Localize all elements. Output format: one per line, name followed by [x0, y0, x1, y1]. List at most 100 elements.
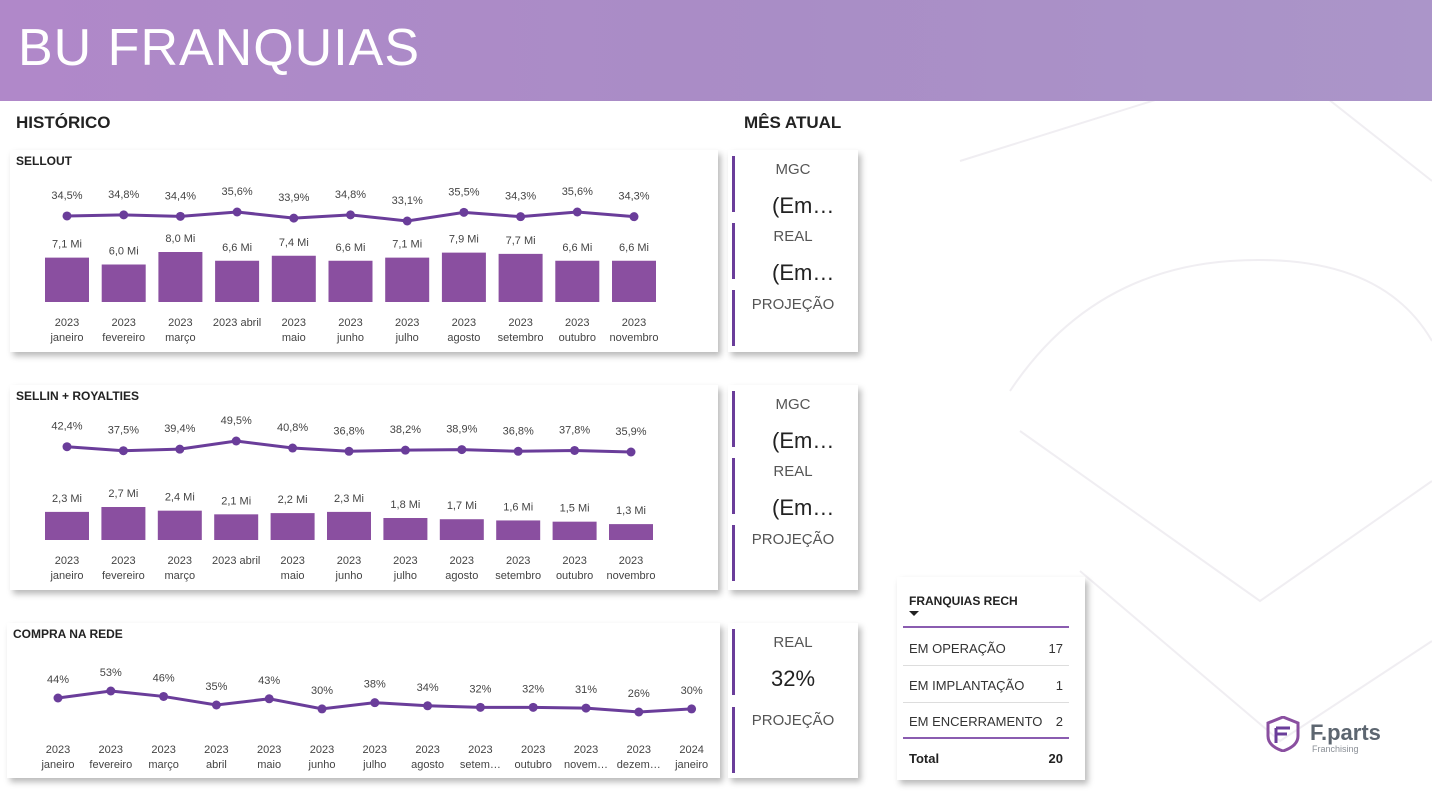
line-data-label: 33,1%	[392, 195, 423, 207]
x-tick-label: janeiro	[674, 759, 708, 771]
mgc-indicator-bar	[732, 391, 735, 447]
bar	[270, 513, 315, 540]
x-tick-label: 2023	[363, 744, 387, 756]
fparts-shield-icon	[1266, 716, 1300, 752]
x-tick-label: 2023 abril	[213, 317, 261, 329]
line-point	[288, 443, 298, 453]
bar	[327, 511, 371, 540]
x-tick-label: 2023	[562, 555, 586, 567]
line-data-label: 42,4%	[51, 421, 82, 433]
x-tick-label: novembro	[610, 332, 659, 344]
x-tick-label: março	[165, 570, 196, 582]
line-data-label: 37,8%	[559, 424, 590, 436]
sort-desc-icon[interactable]	[909, 611, 919, 616]
x-tick-label: janeiro	[49, 332, 83, 344]
bar-data-label: 6,0 Mi	[109, 246, 139, 258]
line-point	[528, 702, 538, 712]
sellout-chart-card[interactable]: SELLOUT 34,5% 34,8% 34,4% 35,6% 33,9% 34,8% 33…	[10, 150, 718, 352]
real-indicator-bar	[732, 223, 735, 279]
real-indicator-bar	[732, 458, 735, 514]
x-tick-label: maio	[282, 332, 306, 344]
compra-chart-title: COMPRA NA REDE	[13, 627, 123, 641]
bar	[552, 521, 597, 540]
line-data-label: 38%	[364, 679, 386, 691]
line-data-label: 34,8%	[335, 189, 366, 201]
compra-chart-card[interactable]: COMPRA NA REDE 44% 2023 janeiro 53% 2023 feve…	[7, 623, 720, 778]
line-data-label: 43%	[258, 675, 280, 687]
x-tick-label: outubro	[559, 332, 596, 344]
line-data-label: 34,3%	[505, 191, 536, 203]
x-tick-label: 2023	[415, 744, 439, 756]
line-data-label: 26%	[628, 688, 650, 700]
compra-kpi-card[interactable]: REAL 32% PROJEÇÃO	[728, 623, 858, 778]
line-data-label: 39,4%	[164, 423, 195, 435]
table-row[interactable]: EM ENCERRAMENTO 2	[903, 702, 1069, 738]
line-point	[513, 446, 523, 456]
x-tick-label: janeiro	[40, 759, 74, 771]
line-data-label: 31%	[575, 684, 597, 696]
bar	[496, 520, 541, 540]
line-point	[346, 210, 355, 220]
x-tick-label: 2024	[679, 744, 703, 756]
line-data-label: 35%	[205, 681, 227, 693]
bar-data-label: 1,7 Mi	[447, 500, 477, 512]
line-point	[62, 211, 72, 221]
table-row[interactable]: EM IMPLANTAÇÃO 1	[903, 666, 1069, 703]
projecao-indicator-bar	[732, 290, 735, 346]
bar-data-label: 7,1 Mi	[52, 239, 82, 251]
bar-data-label: 2,2 Mi	[278, 494, 308, 506]
line-data-label: 40,8%	[277, 422, 308, 434]
line-point	[516, 212, 526, 222]
bar-data-label: 1,3 Mi	[616, 505, 646, 517]
sellout-chart: 34,5% 34,8% 34,4% 35,6% 33,9% 34,8% 33,1% 35,5%…	[45, 186, 659, 344]
line-data-label: 36,8%	[503, 425, 534, 437]
x-tick-label: fevereiro	[102, 332, 145, 344]
row-value: 1	[1055, 678, 1063, 693]
line-point	[629, 212, 639, 222]
sellin-chart-card[interactable]: SELLIN + ROYALTIES 42,4% 37,5% 39,4% 49,5% 4…	[10, 385, 718, 590]
sellin-chart: 42,4% 37,5% 39,4% 49,5% 40,8% 36,8% 38,2% 38,9%…	[45, 415, 655, 582]
line-point	[289, 213, 299, 223]
real-value: (Em…	[772, 260, 835, 285]
x-tick-label: 2023	[280, 555, 304, 567]
line-point	[175, 444, 185, 454]
row-name: EM IMPLANTAÇÃO	[909, 678, 1025, 693]
sellin-kpi-card[interactable]: MGC (Em… REAL (Em… PROJEÇÃO	[728, 385, 858, 590]
line-data-label: 34,3%	[618, 191, 649, 203]
line-point	[118, 446, 128, 456]
x-tick-label: 2023	[55, 555, 79, 567]
bar	[441, 252, 486, 302]
bar-data-label: 1,8 Mi	[390, 499, 420, 511]
row-name: EM OPERAÇÃO	[909, 641, 1006, 656]
projecao-label: PROJEÇÃO	[751, 712, 835, 729]
franquias-table-header[interactable]: FRANQUIAS RECH	[909, 594, 1018, 608]
table-row[interactable]: EM OPERAÇÃO 17	[903, 629, 1069, 666]
line-data-label: 36,8%	[333, 425, 364, 437]
x-tick-label: setembro	[495, 570, 541, 582]
bar	[215, 260, 260, 302]
real-value: 32%	[770, 666, 816, 691]
x-tick-label: 2023	[99, 744, 123, 756]
sellout-kpi-card[interactable]: MGC (Em… REAL (Em… PROJEÇÃO	[728, 150, 858, 352]
bar-data-label: 7,1 Mi	[392, 239, 422, 251]
x-tick-label: março	[165, 332, 196, 344]
x-tick-label: 2023	[257, 744, 281, 756]
x-tick-label: outubro	[556, 570, 593, 582]
x-tick-label: maio	[257, 759, 281, 771]
historico-title: HISTÓRICO	[16, 113, 111, 132]
total-divider	[903, 737, 1069, 739]
franquias-table[interactable]: FRANQUIAS RECH EM OPERAÇÃO 17 EM IMPLANT…	[897, 577, 1085, 780]
line-point	[457, 445, 467, 455]
line-point	[119, 210, 129, 220]
sellout-chart-title: SELLOUT	[16, 154, 72, 168]
line-point	[159, 691, 169, 701]
line-point	[634, 707, 644, 717]
line-data-label: 34,8%	[108, 189, 139, 201]
x-tick-label: 2023	[452, 317, 476, 329]
page-title: BU FRANQUIAS	[18, 19, 421, 77]
x-tick-label: 2023	[450, 555, 474, 567]
bar-data-label: 6,6 Mi	[222, 242, 252, 254]
x-tick-label: 2023	[168, 317, 192, 329]
real-label: REAL	[773, 634, 813, 651]
x-tick-label: novem…	[564, 759, 608, 771]
